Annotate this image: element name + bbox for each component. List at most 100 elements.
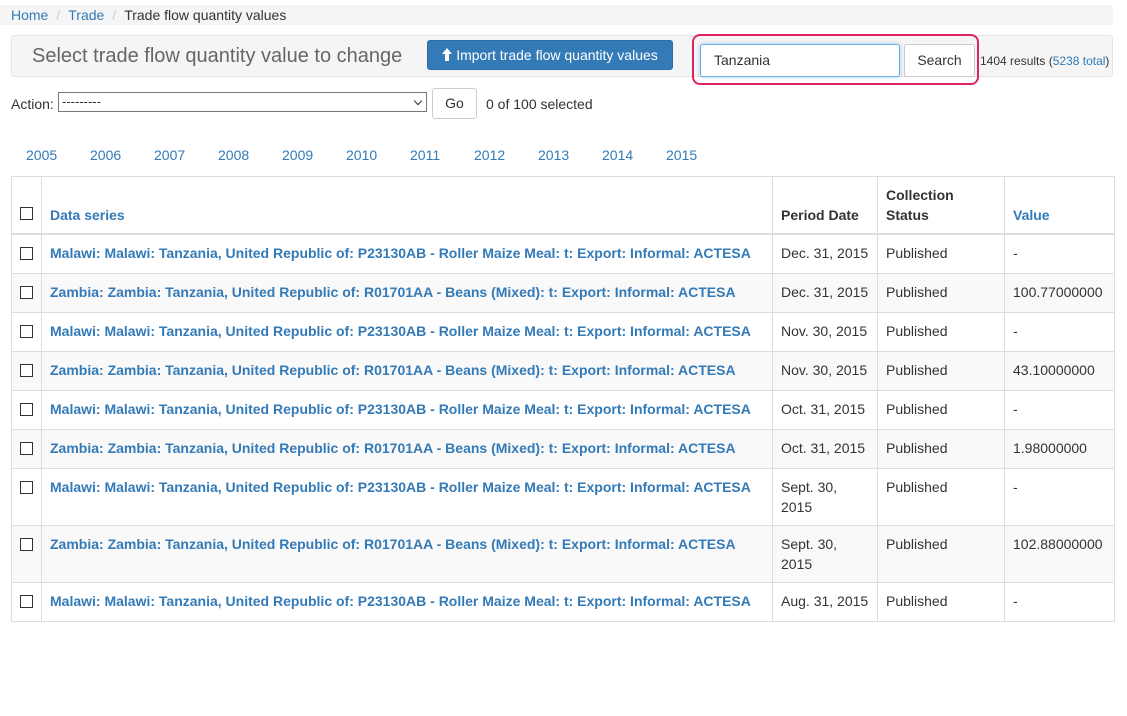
year-link[interactable]: 2006 (90, 147, 122, 163)
search-input[interactable]: Tanzania (700, 44, 900, 77)
year-link[interactable]: 2008 (218, 147, 250, 163)
row-checkbox[interactable] (20, 286, 33, 299)
period-date: Dec. 31, 2015 (772, 273, 878, 313)
series-cell: Zambia: Zambia: Tanzania, United Republi… (41, 429, 773, 469)
year-link[interactable]: 2013 (538, 147, 570, 163)
value: - (1004, 390, 1115, 430)
series-link[interactable]: Zambia: Zambia: Tanzania, United Republi… (50, 284, 736, 300)
period-date: Dec. 31, 2015 (772, 233, 878, 274)
checkbox-cell (11, 525, 42, 583)
series-cell: Malawi: Malawi: Tanzania, United Republi… (41, 582, 773, 622)
row-checkbox[interactable] (20, 481, 33, 494)
series-link[interactable]: Malawi: Malawi: Tanzania, United Republi… (50, 401, 751, 417)
go-button[interactable]: Go (432, 88, 477, 119)
checkbox-cell (11, 312, 42, 352)
series-link[interactable]: Zambia: Zambia: Tanzania, United Republi… (50, 536, 736, 552)
year-link[interactable]: 2012 (474, 147, 506, 163)
row-checkbox[interactable] (20, 595, 33, 608)
row-checkbox[interactable] (20, 325, 33, 338)
header-cell: Value (1004, 176, 1115, 235)
period-date: Aug. 31, 2015 (772, 582, 878, 622)
collection-status: Published (877, 390, 1005, 430)
year-link[interactable]: 2010 (346, 147, 378, 163)
select-all-checkbox[interactable] (20, 207, 33, 220)
separator: / (56, 7, 61, 23)
series-cell: Malawi: Malawi: Tanzania, United Republi… (41, 312, 773, 352)
value: 43.10000000 (1004, 351, 1115, 391)
year-link[interactable]: 2009 (282, 147, 314, 163)
value: 1.98000000 (1004, 429, 1115, 469)
period-date: Oct. 31, 2015 (772, 429, 878, 469)
series-cell: Zambia: Zambia: Tanzania, United Republi… (41, 525, 773, 583)
year-link[interactable]: 2005 (26, 147, 58, 163)
breadcrumb-link[interactable]: Home (11, 7, 49, 23)
year-link[interactable]: 2014 (602, 147, 634, 163)
table-row: Malawi: Malawi: Tanzania, United Republi… (11, 390, 1115, 430)
row-checkbox[interactable] (20, 538, 33, 551)
checkbox-cell (11, 351, 42, 391)
total-link[interactable]: 5238 total (1052, 54, 1106, 68)
period-date: Nov. 30, 2015 (772, 312, 878, 352)
period-date: Oct. 31, 2015 (772, 390, 878, 430)
collection-status: Published (877, 273, 1005, 313)
collection-status: Published (877, 312, 1005, 352)
year-link[interactable]: 2007 (154, 147, 186, 163)
results-end: ) (1105, 54, 1110, 68)
upload-icon (442, 48, 453, 61)
series-link[interactable]: Malawi: Malawi: Tanzania, United Republi… (50, 323, 751, 339)
page-title: Select trade flow quantity value to chan… (32, 45, 403, 67)
results-table: Data series Period Date Collection Statu… (11, 176, 1115, 622)
series-cell: Malawi: Malawi: Tanzania, United Republi… (41, 233, 773, 274)
highlight-box (692, 34, 979, 85)
table-row: Zambia: Zambia: Tanzania, United Republi… (11, 429, 1115, 469)
header-cell: Period Date (772, 176, 878, 235)
checkbox-cell (11, 390, 42, 430)
checkbox-cell (11, 233, 42, 274)
sort-link[interactable]: Data series (50, 207, 125, 223)
year-filter: 2005 2006 2007 2008 2009 2010 2011 2012 2013 2014… (26, 146, 730, 164)
value: 102.88000000 (1004, 525, 1115, 583)
table-row: Malawi: Malawi: Tanzania, United Republi… (11, 233, 1115, 274)
collection-status: Published (877, 468, 1005, 526)
period-date: Sept. 30, 2015 (772, 525, 878, 583)
breadcrumb-link[interactable]: Trade (68, 7, 105, 23)
series-link[interactable]: Malawi: Malawi: Tanzania, United Republi… (50, 593, 751, 609)
collection-status: Published (877, 525, 1005, 583)
header-row: Data series Period Date Collection Statu… (11, 176, 1115, 235)
import-button[interactable]: Import trade flow quantity values (427, 40, 673, 70)
series-link[interactable]: Malawi: Malawi: Tanzania, United Republi… (50, 245, 751, 261)
series-link[interactable]: Zambia: Zambia: Tanzania, United Republi… (50, 440, 736, 456)
results-text: 1404 results ( (980, 54, 1053, 68)
action-select[interactable]: --------- (58, 92, 427, 112)
row-checkbox[interactable] (20, 403, 33, 416)
table-row: Malawi: Malawi: Tanzania, United Republi… (11, 312, 1115, 352)
value: 100.77000000 (1004, 273, 1115, 313)
series-link[interactable]: Zambia: Zambia: Tanzania, United Republi… (50, 362, 736, 378)
series-cell: Malawi: Malawi: Tanzania, United Republi… (41, 390, 773, 430)
row-checkbox[interactable] (20, 442, 33, 455)
series-cell: Zambia: Zambia: Tanzania, United Republi… (41, 351, 773, 391)
header-cell: Data series (41, 176, 773, 235)
action-label: Action: (11, 96, 54, 112)
collection-status: Published (877, 429, 1005, 469)
year-link[interactable]: 2011 (410, 147, 441, 163)
table-row: Zambia: Zambia: Tanzania, United Republi… (11, 273, 1115, 313)
checkbox-cell (11, 429, 42, 469)
row-checkbox[interactable] (20, 364, 33, 377)
search-button[interactable]: Search (904, 44, 975, 77)
table-row: Malawi: Malawi: Tanzania, United Republi… (11, 582, 1115, 622)
series-cell: Malawi: Malawi: Tanzania, United Republi… (41, 468, 773, 526)
row-checkbox[interactable] (20, 247, 33, 260)
year-link[interactable]: 2015 (666, 147, 698, 163)
import-label: Import trade flow quantity values (456, 47, 658, 63)
value: - (1004, 582, 1115, 622)
sort-link[interactable]: Value (1013, 207, 1050, 223)
series-link[interactable]: Malawi: Malawi: Tanzania, United Republi… (50, 479, 751, 495)
table-row: Malawi: Malawi: Tanzania, United Republi… (11, 468, 1115, 526)
header-cell (11, 176, 42, 235)
checkbox-cell (11, 273, 42, 313)
collection-status: Published (877, 351, 1005, 391)
collection-status: Published (877, 233, 1005, 274)
